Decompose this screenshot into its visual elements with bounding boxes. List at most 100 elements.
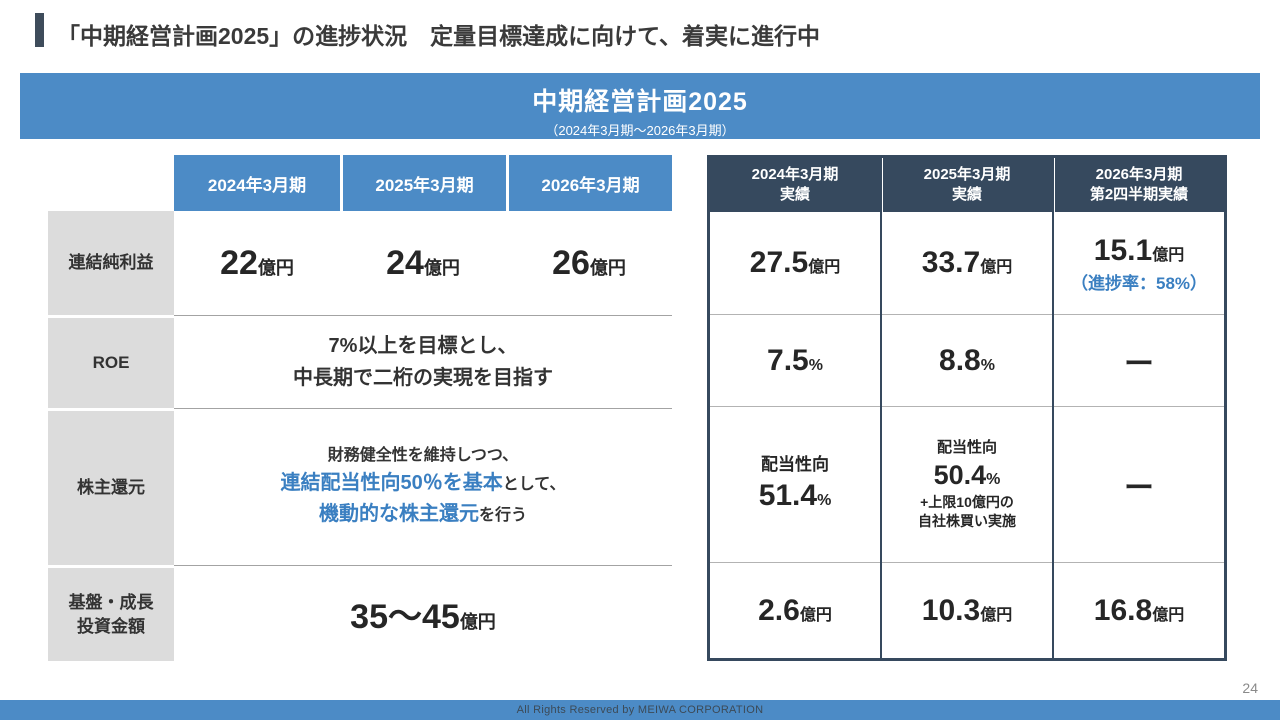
- header-line1: 2026年3月期: [1095, 165, 1183, 183]
- progress-rate-note: （進捗率：58%）: [1070, 273, 1208, 293]
- value-unit: 億円: [799, 606, 832, 624]
- return-line3-highlight: 機動的な株主還元: [318, 503, 479, 526]
- plan-value-cell: 26億円: [506, 244, 672, 283]
- dash-placeholder: ー: [1124, 347, 1154, 381]
- roe-goal-line2: 中長期で二桁の実現を目指す: [293, 367, 553, 389]
- results-col-header-fy2024: 2024年3月期 実績: [710, 158, 880, 212]
- footer-bar: All Rights Reserved by MEIWA CORPORATION: [0, 700, 1280, 720]
- result-cell-net-income-fy2025: 33.7億円: [882, 212, 1052, 314]
- header-line2: 実績: [951, 186, 982, 203]
- value-number: 27.5: [749, 246, 809, 279]
- payout-ratio-label: 配当性向: [936, 439, 997, 457]
- value-unit: %: [986, 470, 1001, 488]
- investment-label-line1: 基盤・成長: [68, 592, 154, 612]
- page-title: 「中期経営計画2025」の進捗状況 定量目標達成に向けて、着実に進行中: [57, 23, 821, 49]
- result-value: 8.8%: [939, 344, 995, 378]
- payout-ratio-value: 50.4%: [934, 458, 1001, 493]
- result-value: 33.7億円: [922, 246, 1012, 280]
- plan-value-cell: 24億円: [340, 244, 506, 283]
- payout-ratio-value: 51.4%: [759, 476, 832, 515]
- result-value: 2.6億円: [758, 594, 832, 628]
- value-unit: %: [980, 356, 995, 374]
- plan-row-net-income: 連結純利益 22億円 24億円 26億円: [48, 211, 672, 315]
- plan-shareholder-return-cell: 財務健全性を維持しつつ、 連結配当性向50％を基本として、 機動的な株主還元を行…: [174, 408, 672, 565]
- plan-col-header-fy2026: 2026年3月期: [506, 155, 672, 211]
- value-number: 2.6: [758, 593, 800, 627]
- value-number: 50.4: [933, 459, 987, 490]
- payout-ratio-label: 配当性向: [761, 454, 829, 474]
- page-number: 24: [1242, 680, 1258, 696]
- result-value: 10.3億円: [922, 594, 1012, 628]
- row-label-roe: ROE: [48, 315, 174, 408]
- return-line1: 財務健全性を維持しつつ、: [327, 446, 519, 464]
- plan-value-cell: 22億円: [174, 244, 340, 283]
- value-number: 22: [220, 243, 258, 282]
- buyback-note-line1: +上限10億円の: [920, 493, 1014, 510]
- plan-row-shareholder-return: 株主還元 財務健全性を維持しつつ、 連結配当性向50％を基本として、 機動的な株…: [48, 408, 672, 565]
- value-unit: %: [817, 492, 832, 510]
- header-line1: 2025年3月期: [923, 165, 1011, 183]
- dash-placeholder: ー: [1124, 471, 1154, 505]
- value-number: 35～45: [350, 598, 460, 636]
- header-line2: 第2四半期実績: [1089, 186, 1189, 203]
- results-col-fy2024: 2024年3月期 実績 27.5億円 7.5% 配当性向 51.4% 2.6億円: [710, 158, 880, 658]
- plan-col-header-fy2024: 2024年3月期: [174, 155, 340, 211]
- value-unit: 億円: [459, 612, 496, 632]
- result-cell-return-fy2025: 配当性向 50.4% +上限10億円の 自社株買い実施: [882, 406, 1052, 562]
- results-col-fy2025: 2025年3月期 実績 33.7億円 8.8% 配当性向 50.4% +上限10…: [880, 158, 1052, 658]
- row-label-investment: 基盤・成長 投資金額: [48, 565, 174, 661]
- copyright-text: All Rights Reserved by MEIWA CORPORATION: [516, 704, 764, 716]
- roe-goal-text: 7%以上を目標とし、 中長期で二桁の実現を目指す: [293, 330, 553, 394]
- result-cell-investment-fy2025: 10.3億円: [882, 562, 1052, 658]
- plan-row-roe: ROE 7%以上を目標とし、 中長期で二桁の実現を目指す: [48, 315, 672, 408]
- value-number: 8.8: [939, 343, 981, 377]
- results-col-header-fy2026q2: 2026年3月期 第2四半期実績: [1054, 158, 1224, 212]
- plan-row-investment: 基盤・成長 投資金額 35～45億円: [48, 565, 672, 661]
- value-number: 26: [552, 243, 590, 282]
- value-unit: 億円: [1152, 246, 1185, 264]
- plan-banner: 中期経営計画2025 （2024年3月期～2026年3月期）: [20, 73, 1260, 139]
- result-value: 15.1億円 （進捗率：58%）: [1071, 231, 1207, 295]
- value-number: 24: [386, 243, 424, 282]
- value-number: 51.4: [758, 479, 818, 513]
- net-income-value: 15.1億円: [1094, 231, 1184, 270]
- row-label-net-income: 連結純利益: [48, 211, 174, 315]
- value-number: 16.8: [1093, 593, 1153, 627]
- value-unit: 億円: [257, 257, 294, 278]
- result-cell-return-fy2026q2: ー: [1054, 406, 1224, 562]
- value-unit: 億円: [808, 259, 841, 276]
- result-value: 7.5%: [767, 344, 823, 378]
- buyback-note-line2: 自社株買い実施: [918, 512, 1016, 529]
- value-unit: 億円: [589, 257, 626, 278]
- result-cell-investment-fy2026q2: 16.8億円: [1054, 562, 1224, 658]
- value-number: 15.1: [1093, 233, 1153, 267]
- results-table: 2024年3月期 実績 27.5億円 7.5% 配当性向 51.4% 2.6億円: [707, 155, 1227, 661]
- value-unit: 億円: [1152, 606, 1185, 624]
- roe-goal-line1: 7%以上を目標とし、: [328, 335, 518, 357]
- results-col-header-fy2025: 2025年3月期 実績: [882, 158, 1052, 212]
- header-line2: 実績: [779, 186, 810, 203]
- return-line2-highlight: 連結配当性向50％を基本: [280, 472, 503, 495]
- value-unit: 億円: [980, 606, 1013, 624]
- plan-col-header-fy2025: 2025年3月期: [340, 155, 506, 211]
- banner-subtitle: （2024年3月期～2026年3月期）: [545, 123, 735, 138]
- value-unit: 億円: [980, 259, 1013, 276]
- result-cell-net-income-fy2026q2: 15.1億円 （進捗率：58%）: [1054, 212, 1224, 314]
- result-cell-net-income-fy2024: 27.5億円: [710, 212, 880, 314]
- result-value: 27.5億円: [750, 246, 840, 280]
- value-unit: 億円: [423, 257, 460, 278]
- banner-title: 中期経営計画2025: [532, 88, 748, 116]
- plan-table: 2024年3月期 2025年3月期 2026年3月期 連結純利益 22億円 24…: [48, 155, 672, 661]
- result-cell-roe-fy2024: 7.5%: [710, 314, 880, 406]
- shareholder-return-text: 財務健全性を維持しつつ、 連結配当性向50％を基本として、 機動的な株主還元を行…: [281, 444, 566, 531]
- value-unit: %: [808, 356, 823, 374]
- results-col-fy2026q2: 2026年3月期 第2四半期実績 15.1億円 （進捗率：58%） ー ー 16…: [1052, 158, 1224, 658]
- result-cell-roe-fy2026q2: ー: [1054, 314, 1224, 406]
- title-accent-bar: [35, 13, 44, 47]
- result-cell-investment-fy2024: 2.6億円: [710, 562, 880, 658]
- result-value: 16.8億円: [1094, 594, 1184, 628]
- value-number: 7.5: [767, 343, 809, 377]
- return-line3: 機動的な株主還元を行う: [281, 499, 566, 530]
- plan-net-income-cells: 22億円 24億円 26億円: [174, 211, 672, 315]
- result-cell-roe-fy2025: 8.8%: [882, 314, 1052, 406]
